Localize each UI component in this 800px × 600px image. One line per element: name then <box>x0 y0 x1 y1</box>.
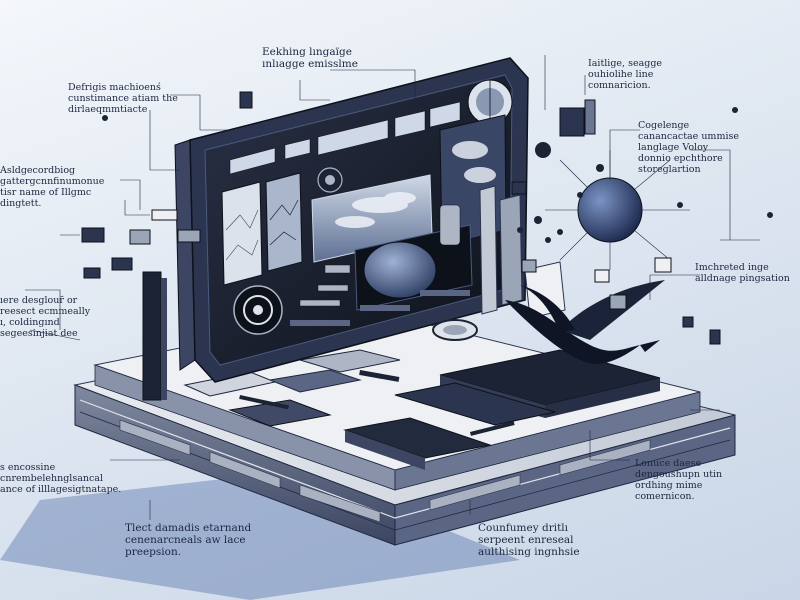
annotation-left-3: s encossine cnrembelehnglsancal ance of il… <box>0 462 121 495</box>
annotation-line: Counfumey dritlı <box>478 522 569 534</box>
annotation-line: Iaitlige, seagge <box>588 58 663 69</box>
annotation-top-center: Eekhing lıngaïge ınlıagge emisslme <box>262 46 358 70</box>
planet-widget <box>354 224 473 311</box>
annotation-left-2: ıere desglour̄ or reesect ecmmeally ı, col… <box>0 295 90 339</box>
annotation-line: serpeent enreseal <box>478 534 574 546</box>
base-shadow <box>0 470 520 600</box>
annotation-line: cunstimance atiam the <box>68 93 178 104</box>
annotation-bottom-center: Counfumey dritlı serpeent enreseal aulthis… <box>478 522 580 558</box>
annotation-top-right: Iaitlige, seagge ouhiolihe line comnaricio… <box>588 58 662 91</box>
annotation-line: Asldgecordbiog <box>0 165 76 176</box>
annotation-line: Defrigis machioenś <box>68 82 161 93</box>
floating-parts <box>81 91 773 345</box>
target-icon <box>233 285 283 335</box>
annotation-line: Cogelenge <box>638 120 690 131</box>
annotation-line: ouhiolihe line <box>588 69 654 80</box>
annotation-line: Tlect damadis etarnand <box>125 522 252 534</box>
annotation-line: ıere desglour̄ or <box>0 295 78 306</box>
annotation-line: aulthising ingnhsie <box>478 546 580 558</box>
annotation-line: canancactae ummise <box>638 131 739 142</box>
annotation-line: Lonuce daese <box>635 458 702 469</box>
annotation-line: dirlaeqmmtiacte <box>68 104 148 115</box>
side-stack <box>479 185 566 319</box>
annotation-right-1: Cogelenge canancactae ummise langlage Volo… <box>638 120 739 175</box>
annotation-line: ance of illlagesigtnatape. <box>0 484 122 495</box>
annotation-right-3: Lonuce daese dengoushupn utin ordhing mime… <box>635 458 722 502</box>
annotation-line: segeesinjiat dee <box>0 328 78 339</box>
annotation-line: Eekhing lıngaïge <box>262 46 352 58</box>
bird-silhouette <box>505 280 665 365</box>
annotation-line: reesect ecmmeally <box>0 306 91 317</box>
annotation-line: alldnage pingsation <box>695 273 790 284</box>
annotation-line: donnio epchthore <box>638 153 723 164</box>
annotation-line: comnaricion. <box>588 80 651 91</box>
tablet-device <box>174 57 529 383</box>
annotation-line: ınlıagge emisslme <box>262 58 358 70</box>
annotation-right-2: Imchreted inge alldnage pingsation <box>695 262 790 284</box>
floating-sphere <box>545 150 690 270</box>
annotation-line: cenenarcneals aw lace <box>125 534 246 546</box>
annotation-line: s encossine <box>0 462 56 473</box>
annotation-line: dengoushupn utin <box>635 469 723 480</box>
annotation-line: gattergcnnfinumonue <box>0 176 105 187</box>
annotation-left-1: Asldgecordbiog gattergcnnfinumonue tisr na… <box>0 165 104 209</box>
annotation-line: tisr name of Illgmc <box>0 187 92 198</box>
annotation-line: ı, coldingınd <box>0 317 60 328</box>
callout-lines <box>25 55 760 520</box>
pillar-module <box>142 271 167 401</box>
annotation-upper-left: Defrigis machioenś cunstimance atiam the d… <box>68 82 178 115</box>
annotation-line: preepsion. <box>125 546 182 558</box>
dial-widget <box>467 79 513 125</box>
annotation-line: langlage Voloy <box>638 142 709 153</box>
annotation-line: Imchreted inge <box>695 262 769 273</box>
annotation-line: dingtett. <box>0 198 42 209</box>
annotation-line: comernicon. <box>635 491 695 502</box>
annotation-line: ordhing mime <box>635 480 703 491</box>
lens-icon <box>432 319 478 341</box>
annotation-line: cnrembelehnglsancal <box>0 473 104 484</box>
annotation-bottom-left: Tlect damadis etarnand cenenarcneals aw l… <box>125 522 251 558</box>
annotation-line: storeglartion <box>638 164 701 175</box>
